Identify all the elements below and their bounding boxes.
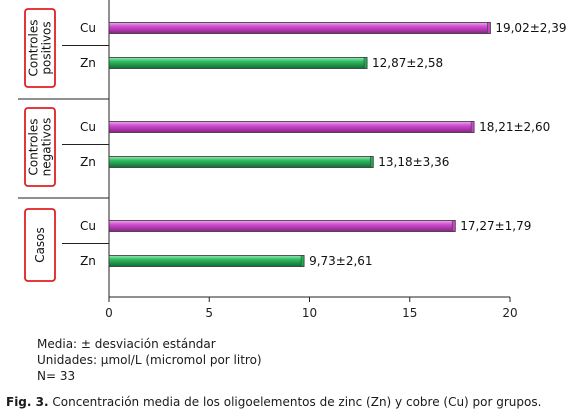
bar-value-label: 12,87±2,58 [372,56,443,70]
bar-end-cap [300,255,305,267]
bar-end-cap [487,22,491,34]
x-tick-label: 15 [402,306,417,320]
group-label-box [24,8,56,88]
group-label-box [24,107,56,187]
bar-end-cap [363,57,368,69]
bar-cu [108,220,456,232]
bar-value-label: 17,27±1,79 [460,219,531,233]
chart-notes: Media: ± desviación estándar Unidades: µ… [37,336,262,384]
x-tick-label: 5 [205,306,213,320]
x-tick-label: 0 [105,306,113,320]
note-units: Unidades: µmol/L (micromol por litro) [37,353,262,367]
bar-category-label: Zn [80,155,96,169]
axes-layer: 0 5 10 15 20 Controlespositivos Cu Zn Controlesn… [18,0,518,320]
bar-category-label: Cu [80,120,96,134]
bar-value-label: 19,02±2,39 [495,21,566,35]
bar-zn [108,57,368,69]
bars-layer: 19,02±2,39 12,87±2,58 18,21±2,60 13,18±3,36… [108,21,566,268]
bar-end-cap [451,220,456,232]
figure-caption: Fig. 3. Concentración media de los oligo… [6,395,541,409]
bar-chart: 0 5 10 15 20 Controlespositivos Cu Zn Controlesn… [18,0,566,320]
note-mean: Media: ± desviación estándar [37,337,216,351]
bar-end-cap [369,156,374,168]
bar-category-label: Zn [80,254,96,268]
bar-category-label: Cu [80,219,96,233]
bar-category-label: Zn [80,56,96,70]
caption-text: Concentración media de los oligoelemento… [52,395,542,409]
bar-cu [108,22,491,34]
group-label: Controlespositivos [27,19,54,76]
group-label: Controlesnegativos [27,118,54,177]
bar-cu [108,121,475,133]
bar-zn [108,156,374,168]
x-tick-label: 10 [302,306,317,320]
caption-label: Fig. 3. [6,395,49,409]
group-label-box [24,208,56,282]
bar-zn [108,255,305,267]
bar-category-label: Cu [80,21,96,35]
group-label: Casos [33,227,47,263]
bar-end-cap [470,121,475,133]
note-sample-size: N= 33 [37,369,76,383]
x-tick-label: 20 [502,306,517,320]
bar-value-label: 13,18±3,36 [378,155,449,169]
bar-value-label: 9,73±2,61 [309,254,373,268]
bar-value-label: 18,21±2,60 [479,120,550,134]
